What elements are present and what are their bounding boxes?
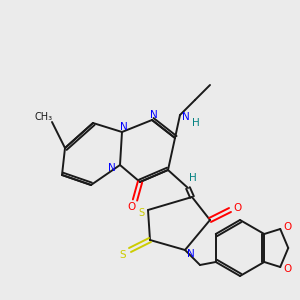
Text: N: N: [120, 122, 128, 132]
Text: O: O: [233, 203, 241, 213]
Text: CH₃: CH₃: [35, 112, 53, 122]
Text: O: O: [283, 264, 291, 274]
Text: N: N: [182, 112, 190, 122]
Text: S: S: [120, 250, 126, 260]
Text: H: H: [189, 173, 197, 183]
Text: H: H: [192, 118, 200, 128]
Text: O: O: [283, 222, 291, 232]
Text: N: N: [187, 249, 195, 259]
Text: N: N: [108, 163, 116, 173]
Text: S: S: [138, 208, 144, 218]
Text: O: O: [128, 202, 136, 212]
Text: N: N: [150, 110, 158, 120]
